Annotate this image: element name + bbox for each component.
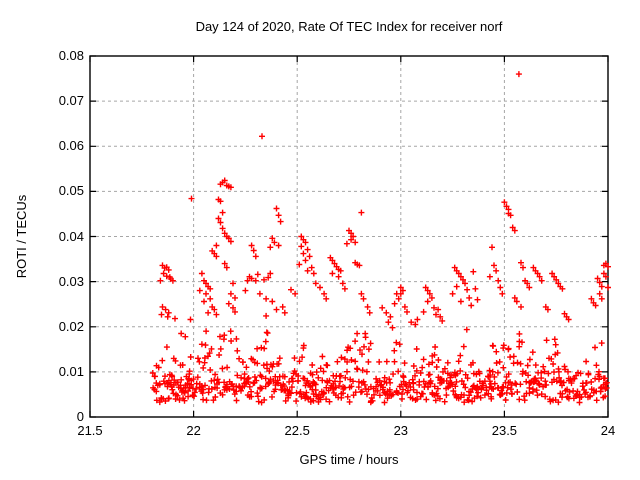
x-tick-label: 23 — [393, 423, 409, 438]
y-tick-label: 0.06 — [58, 138, 84, 154]
y-tick-label: 0.08 — [58, 48, 84, 63]
x-tick-label: 22 — [186, 423, 201, 438]
data-points — [149, 71, 611, 406]
plot-border — [89, 55, 609, 418]
x-tick-label: 24 — [600, 423, 616, 438]
y-tick-label: 0 — [76, 409, 84, 424]
y-tick-label: 0.05 — [58, 183, 84, 199]
y-tick-label: 0.03 — [58, 273, 84, 289]
y-tick-label: 0.02 — [58, 318, 84, 334]
y-tick-label: 0.07 — [58, 93, 84, 109]
y-tick-label: 0.01 — [58, 363, 84, 379]
x-axis-label: GPS time / hours — [299, 452, 399, 467]
grid-lines — [90, 56, 608, 417]
x-tick-label: 23.5 — [491, 423, 518, 438]
y-tick-label: 0.04 — [58, 228, 84, 244]
x-tick-label: 22.5 — [284, 423, 310, 438]
chart-title: Day 124 of 2020, Rate Of TEC Index for r… — [195, 19, 503, 34]
x-tick-label: 21.5 — [77, 423, 103, 438]
